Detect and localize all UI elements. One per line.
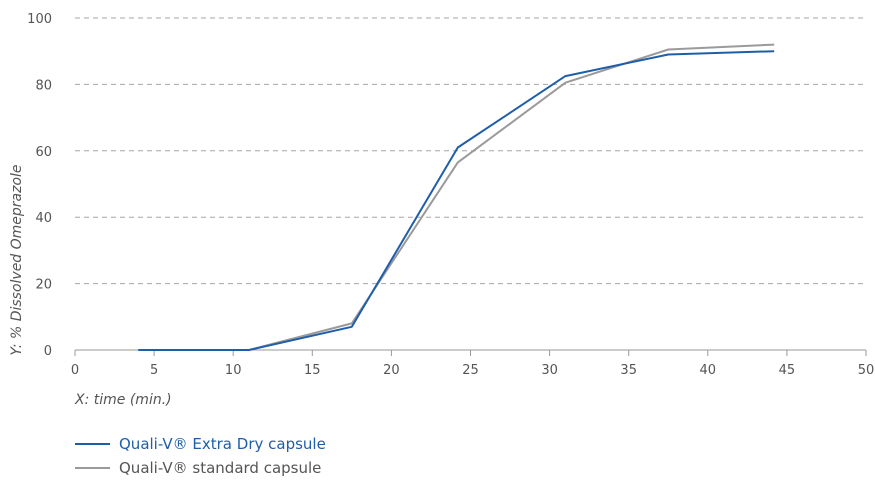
x-tick-label: 25 <box>462 363 479 378</box>
x-tick-label: 20 <box>383 363 400 378</box>
x-tick-label: 0 <box>71 363 79 378</box>
x-tick-label: 5 <box>150 363 158 378</box>
y-tick-label: 60 <box>35 145 52 160</box>
y-axis-title: Y: % Dissolved Omeprazole <box>9 164 25 355</box>
x-tick-label: 50 <box>858 363 875 378</box>
x-axis-title: X: time (min.) <box>74 392 172 408</box>
legend: Quali-V® Extra Dry capsule Quali-V® stand… <box>75 435 326 477</box>
x-tick-label: 10 <box>225 363 242 378</box>
y-tick-label: 100 <box>27 12 52 27</box>
x-tick-label: 15 <box>304 363 321 378</box>
series-layer <box>138 43 775 351</box>
y-tick-label: 20 <box>35 278 52 293</box>
axis-layer: 0 20 40 60 80 100 0 5 10 15 20 25 30 35 40 45 50 <box>27 12 874 378</box>
x-tick-label: 35 <box>620 363 637 378</box>
legend-label: Quali-V® Extra Dry capsule <box>119 435 326 453</box>
y-tick-label: 0 <box>44 344 52 359</box>
legend-label: Quali-V® standard capsule <box>119 459 321 477</box>
grid-layer <box>75 17 866 285</box>
x-tick-label: 45 <box>779 363 796 378</box>
series-line <box>138 50 775 351</box>
y-tick-label: 80 <box>35 78 52 93</box>
x-tick-label: 40 <box>700 363 717 378</box>
y-tick-label: 40 <box>35 211 52 226</box>
series-line <box>138 43 775 351</box>
x-tick-label: 30 <box>541 363 558 378</box>
